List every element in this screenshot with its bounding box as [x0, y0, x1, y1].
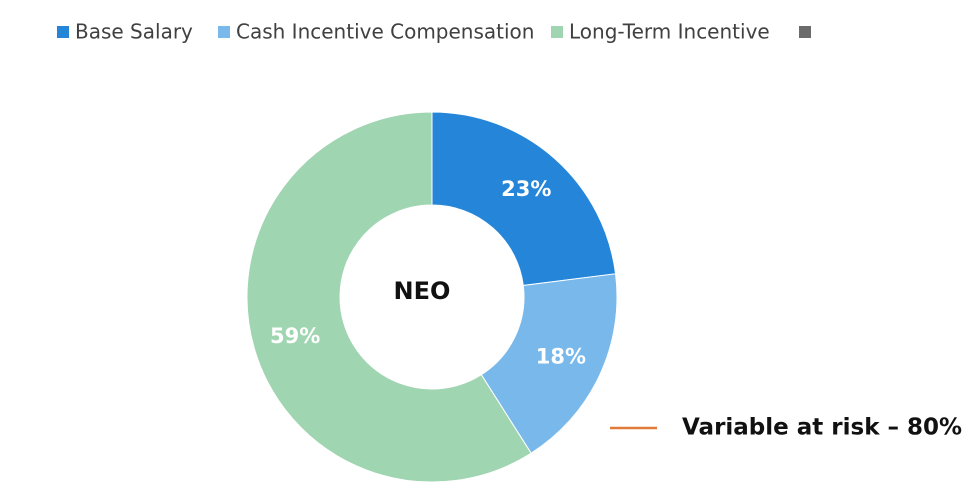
legend-label: Long-Term Incentive	[569, 20, 770, 44]
legend-label: Cash Incentive Compensation	[236, 20, 534, 44]
donut-slice	[431, 111, 617, 287]
donut-slice	[480, 273, 618, 454]
legend-swatch	[57, 26, 69, 38]
annotation-text: Variable at risk – 80%	[682, 415, 962, 441]
legend-swatch	[799, 26, 811, 38]
legend-label: Base Salary	[75, 20, 193, 44]
center-label: NEO	[394, 277, 451, 305]
donut-slice	[246, 111, 532, 483]
slice-label: 59%	[270, 324, 320, 348]
legend-swatch	[218, 26, 230, 38]
slice-label: 23%	[501, 177, 551, 201]
legend-swatch	[551, 26, 563, 38]
slice-label: 18%	[536, 345, 586, 369]
